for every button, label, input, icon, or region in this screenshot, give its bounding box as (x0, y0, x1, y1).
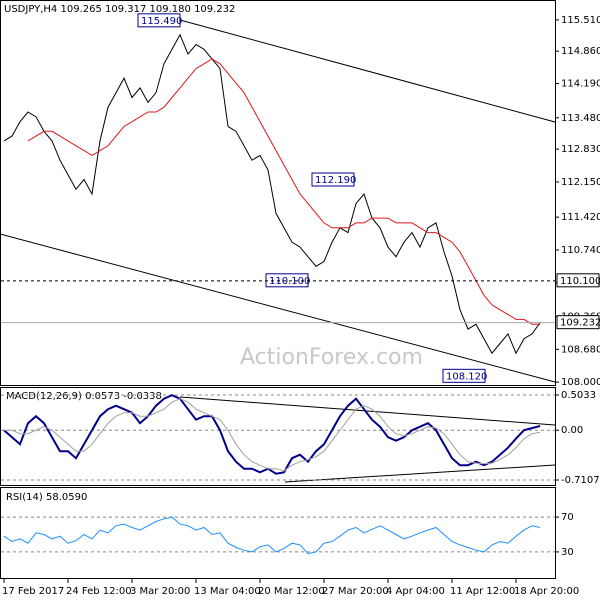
y-tick-label: 112.830 (561, 144, 600, 155)
annotation: 112.190 (315, 175, 356, 186)
x-tick-label: 27 Mar 20:00 (322, 586, 389, 597)
y-tick-label: 114.190 (561, 79, 600, 90)
macd-trend-line (179, 396, 556, 426)
watermark: ActionForex.com (240, 345, 423, 370)
y-tick-label: 0.5033 (561, 390, 596, 401)
annotation: 115.490 (141, 16, 182, 27)
series-line (3, 394, 541, 475)
chart-title: USDJPY,H4 109.265 109.317 109.180 109.23… (4, 4, 235, 15)
annotation: 108.120 (446, 371, 487, 382)
macd-trend-line (284, 464, 556, 483)
y-tick-label: 112.150 (561, 177, 600, 188)
x-tick-label: 18 Apr 20:00 (514, 586, 579, 597)
x-tick-label: 11 Apr 12:00 (450, 586, 515, 597)
main-panel (0, 0, 556, 386)
y-tick-label: 114.860 (561, 46, 600, 57)
y-tick-label: 111.420 (561, 212, 600, 223)
y-tick-label: 108.680 (561, 344, 600, 355)
y-tick-label: 0.00 (561, 425, 583, 436)
y-tick-label: 108.000 (561, 377, 600, 388)
price-label: 109.232 (560, 318, 600, 329)
indicator-title: MACD(12,26,9) 0.0573 -0.0338 (6, 391, 162, 402)
y-tick-label: 30 (561, 547, 574, 558)
y-tick-label: -0.7107 (561, 475, 600, 486)
x-tick-label: 13 Mar 04:00 (194, 586, 261, 597)
y-tick-label: 115.510 (561, 15, 600, 26)
annotation-box (442, 368, 486, 383)
annotation-box (137, 13, 181, 28)
y-tick-label: 70 (561, 512, 574, 523)
y-tick-label: 113.480 (561, 113, 600, 124)
series-line (3, 516, 541, 555)
series-line (27, 58, 540, 325)
price-box (556, 315, 600, 330)
x-tick-label: 17 Feb 2017 (2, 586, 64, 597)
x-tick-label: 20 Mar 12:00 (258, 586, 325, 597)
y-tick-label: 110.740 (561, 245, 600, 256)
rsi-panel (0, 487, 556, 579)
price-label: 110.100 (560, 276, 600, 287)
x-tick-label: 24 Feb 12:00 (66, 586, 132, 597)
indicator-title: RSI(14) 58.0590 (6, 492, 87, 503)
channel-line (0, 233, 556, 383)
macd-panel (0, 387, 556, 486)
x-tick-label: 3 Mar 20:00 (130, 586, 190, 597)
annotation-box (311, 172, 355, 187)
series-line (4, 398, 541, 472)
series-line (3, 33, 541, 355)
x-tick-label: 4 Apr 04:00 (386, 586, 445, 597)
price-box (556, 273, 600, 288)
channel-line (179, 19, 556, 123)
